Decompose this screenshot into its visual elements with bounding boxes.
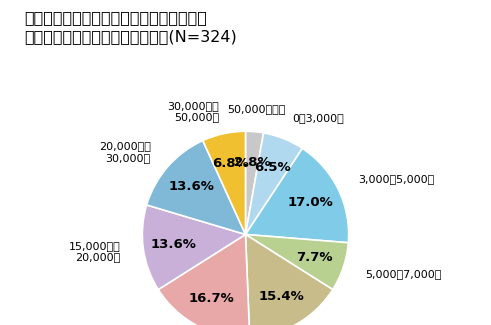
Wedge shape <box>147 140 246 234</box>
Wedge shape <box>203 131 246 234</box>
Wedge shape <box>246 234 348 290</box>
Text: 6.8%: 6.8% <box>212 157 248 170</box>
Wedge shape <box>246 133 302 234</box>
Text: 30,000円～
50,000円: 30,000円～ 50,000円 <box>167 101 219 122</box>
Text: 15,000円～
20,000円: 15,000円～ 20,000円 <box>69 241 121 262</box>
Wedge shape <box>246 131 264 234</box>
Text: 13.6%: 13.6% <box>168 180 214 193</box>
Text: 16.7%: 16.7% <box>189 292 235 305</box>
Wedge shape <box>246 149 349 243</box>
Text: 5,000～7,000円: 5,000～7,000円 <box>365 269 441 279</box>
Text: 2.8%: 2.8% <box>234 156 270 169</box>
Text: 15.4%: 15.4% <box>259 291 304 304</box>
Wedge shape <box>246 234 333 325</box>
Text: 0～3,000円: 0～3,000円 <box>292 112 344 123</box>
Text: 毎月の死亡保険・医療保険・介護保険料の
合算（世帯）を教えてください。(N=324): 毎月の死亡保険・医療保険・介護保険料の 合算（世帯）を教えてください。(N=32… <box>25 10 237 45</box>
Text: 13.6%: 13.6% <box>151 238 197 251</box>
Text: 50,000円以上: 50,000円以上 <box>227 104 286 114</box>
Wedge shape <box>158 234 250 325</box>
Text: 6.5%: 6.5% <box>254 161 291 174</box>
Text: 3,000～5,000円: 3,000～5,000円 <box>358 174 435 184</box>
Text: 17.0%: 17.0% <box>288 196 333 209</box>
Text: 7.7%: 7.7% <box>296 251 332 264</box>
Wedge shape <box>142 205 246 290</box>
Text: 20,000円～
30,000円: 20,000円～ 30,000円 <box>99 141 151 162</box>
